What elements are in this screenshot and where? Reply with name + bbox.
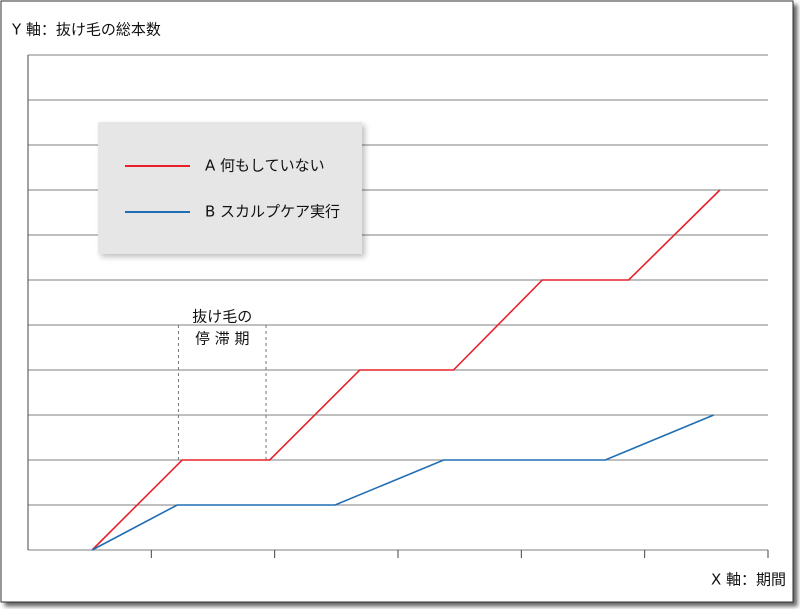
annotation-text: 抜け毛の xyxy=(192,308,252,326)
legend-label: A 何もしていない xyxy=(205,157,325,175)
series-line xyxy=(91,414,715,551)
annotation-text: 停 滞 期 xyxy=(195,330,250,348)
y-axis-label: Y 軸：抜け毛の総本数 xyxy=(11,21,161,39)
legend-box xyxy=(98,122,362,254)
legend-label: B スカルプケア実行 xyxy=(205,203,340,221)
series-line xyxy=(91,189,721,551)
x-axis-label: X 軸：期間 xyxy=(711,571,786,589)
